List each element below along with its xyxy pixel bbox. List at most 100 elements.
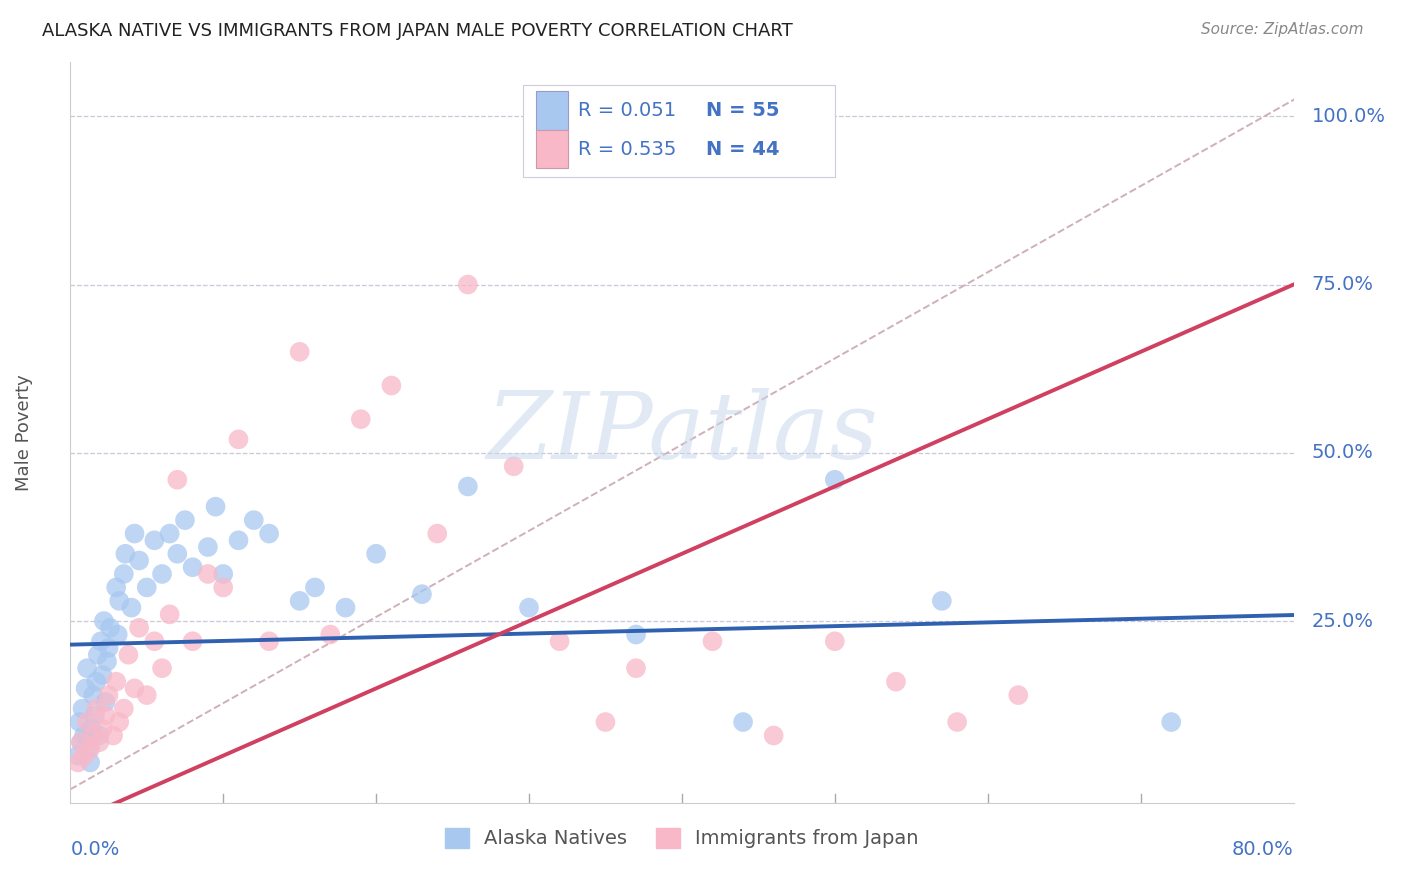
Point: [228, 533, 250, 548]
Point: [1160, 714, 1182, 729]
Point: [411, 587, 433, 601]
Point: [112, 566, 135, 581]
Point: [702, 634, 724, 648]
Point: [380, 378, 402, 392]
Point: [128, 621, 150, 635]
FancyBboxPatch shape: [523, 85, 835, 178]
Point: [82, 688, 104, 702]
Point: [66, 756, 89, 770]
Point: [595, 714, 617, 729]
Point: [304, 581, 326, 595]
Point: [91, 722, 114, 736]
Point: [135, 581, 157, 595]
Point: [159, 526, 181, 541]
Point: [87, 648, 110, 662]
FancyBboxPatch shape: [536, 130, 568, 169]
Text: 25.0%: 25.0%: [1312, 612, 1374, 631]
Text: 75.0%: 75.0%: [1312, 275, 1374, 294]
Point: [426, 526, 449, 541]
Point: [76, 661, 98, 675]
Text: 0.0%: 0.0%: [70, 840, 120, 859]
Point: [70, 735, 93, 749]
Text: ZIPatlas: ZIPatlas: [486, 388, 877, 477]
Point: [257, 526, 280, 541]
Point: [73, 729, 96, 743]
Point: [121, 600, 143, 615]
Point: [946, 714, 969, 729]
Point: [94, 708, 117, 723]
Point: [204, 500, 226, 514]
Point: [502, 459, 524, 474]
Point: [457, 479, 479, 493]
Point: [128, 553, 150, 567]
Point: [83, 708, 105, 723]
Point: [824, 634, 846, 648]
Point: [73, 748, 96, 763]
Point: [124, 526, 146, 541]
Point: [624, 627, 647, 641]
Point: [80, 722, 103, 736]
Point: [174, 513, 197, 527]
Text: ALASKA NATIVE VS IMMIGRANTS FROM JAPAN MALE POVERTY CORRELATION CHART: ALASKA NATIVE VS IMMIGRANTS FROM JAPAN M…: [42, 22, 793, 40]
Point: [288, 594, 311, 608]
Point: [243, 513, 266, 527]
Point: [69, 714, 91, 729]
Point: [93, 614, 115, 628]
Point: [624, 661, 647, 675]
Point: [84, 674, 107, 689]
Point: [350, 412, 373, 426]
Point: [97, 688, 120, 702]
Point: [124, 681, 146, 696]
Point: [824, 473, 846, 487]
Point: [79, 742, 101, 756]
Point: [159, 607, 181, 622]
Point: [101, 729, 124, 743]
Point: [150, 566, 173, 581]
Text: 100.0%: 100.0%: [1312, 107, 1386, 126]
Legend: Alaska Natives, Immigrants from Japan: Alaska Natives, Immigrants from Japan: [437, 820, 927, 856]
Text: N = 44: N = 44: [706, 139, 780, 159]
Text: 80.0%: 80.0%: [1232, 840, 1294, 859]
Text: R = 0.051: R = 0.051: [578, 101, 676, 120]
Point: [143, 533, 166, 548]
Point: [366, 547, 388, 561]
Point: [66, 748, 89, 763]
Point: [257, 634, 280, 648]
Point: [76, 714, 98, 729]
Point: [114, 547, 136, 561]
Text: N = 55: N = 55: [706, 101, 780, 120]
Point: [733, 714, 755, 729]
Point: [90, 634, 112, 648]
Point: [79, 756, 101, 770]
Point: [1007, 688, 1029, 702]
Point: [89, 735, 111, 749]
Point: [228, 433, 250, 447]
Point: [108, 714, 131, 729]
Point: [150, 661, 173, 675]
Text: Male Poverty: Male Poverty: [15, 375, 32, 491]
Point: [762, 729, 785, 743]
Point: [319, 627, 342, 641]
Point: [197, 566, 219, 581]
Point: [70, 735, 93, 749]
Point: [181, 560, 204, 574]
Point: [97, 640, 120, 655]
Point: [72, 701, 94, 715]
Point: [77, 742, 100, 756]
Point: [931, 594, 953, 608]
Point: [884, 674, 907, 689]
Point: [98, 621, 121, 635]
Point: [96, 655, 118, 669]
Point: [212, 581, 235, 595]
Point: [89, 729, 111, 743]
Point: [84, 701, 107, 715]
Point: [288, 344, 311, 359]
Text: R = 0.535: R = 0.535: [578, 139, 676, 159]
Point: [457, 277, 479, 292]
Point: [143, 634, 166, 648]
Point: [75, 681, 97, 696]
Point: [91, 668, 114, 682]
Point: [166, 547, 188, 561]
Text: 50.0%: 50.0%: [1312, 443, 1374, 462]
Point: [335, 600, 357, 615]
